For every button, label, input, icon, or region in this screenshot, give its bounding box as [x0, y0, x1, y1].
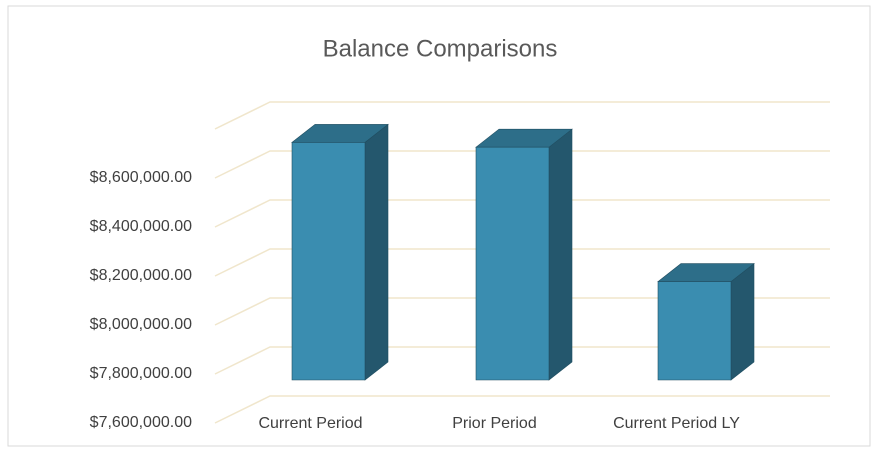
chart-title: Balance Comparisons [323, 35, 558, 62]
bar-side [730, 262, 755, 381]
bar-side [548, 128, 573, 381]
grid-line [214, 248, 830, 277]
y-tick-label: $8,200,000.00 [90, 267, 192, 284]
bar-front [657, 281, 732, 381]
bar-front [291, 142, 366, 381]
grid-line [214, 101, 830, 130]
x-tick-label: Current Period [258, 415, 362, 432]
bar [291, 123, 389, 381]
grid-line [214, 395, 830, 424]
x-tick-label: Prior Period [452, 415, 536, 432]
bar-front [475, 146, 550, 381]
bar [657, 262, 755, 381]
y-tick-label: $8,400,000.00 [90, 218, 192, 235]
y-tick-label: $8,600,000.00 [90, 169, 192, 186]
y-tick-label: $8,000,000.00 [90, 316, 192, 333]
grid-line [214, 297, 830, 326]
bar-side [364, 123, 389, 381]
y-tick-label: $7,600,000.00 [90, 414, 192, 431]
grid-line [214, 150, 830, 179]
bar [475, 128, 573, 381]
grid-line [214, 346, 830, 375]
x-tick-label: Current Period LY [613, 415, 740, 432]
y-tick-label: $7,800,000.00 [90, 365, 192, 382]
grid-line [214, 199, 830, 228]
